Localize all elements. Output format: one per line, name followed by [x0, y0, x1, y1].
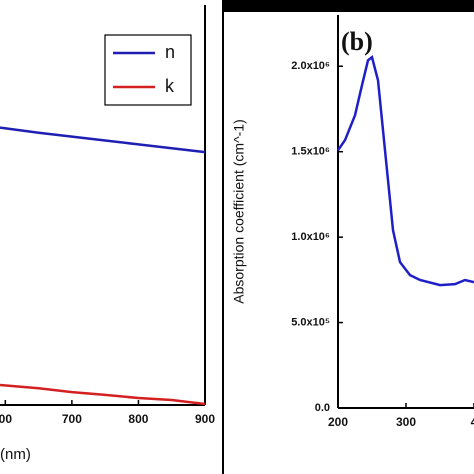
legend-box — [104, 34, 192, 106]
legend-label: k — [165, 76, 175, 96]
x-tick-label: 900 — [195, 412, 215, 426]
x-tick-label: 800 — [128, 412, 148, 426]
x-tick-label: 00 — [0, 412, 12, 426]
legend-label: n — [165, 42, 175, 62]
y-tick-label: 0.0 — [315, 402, 330, 414]
x-tick-label: 700 — [62, 412, 82, 426]
y-tick-label: 2.0x10⁶ — [291, 60, 330, 72]
data-line — [336, 55, 474, 287]
x-tick-label: 4 — [471, 415, 474, 429]
y-axis-label: Absorption coefficient (cm^-1) — [231, 119, 247, 304]
panel-label: (b) — [341, 27, 373, 56]
x-tick-label: 300 — [396, 415, 416, 429]
data-line — [0, 126, 206, 154]
x-tick-label: 200 — [328, 415, 348, 429]
y-tick-label: 1.5x10⁶ — [291, 146, 330, 158]
top-band — [222, 0, 474, 12]
y-tick-label: 1.0x10⁶ — [291, 231, 330, 243]
data-line — [0, 383, 206, 406]
x-axis-label: (nm) — [0, 446, 31, 463]
y-tick-label: 5.0x10⁵ — [291, 316, 330, 328]
